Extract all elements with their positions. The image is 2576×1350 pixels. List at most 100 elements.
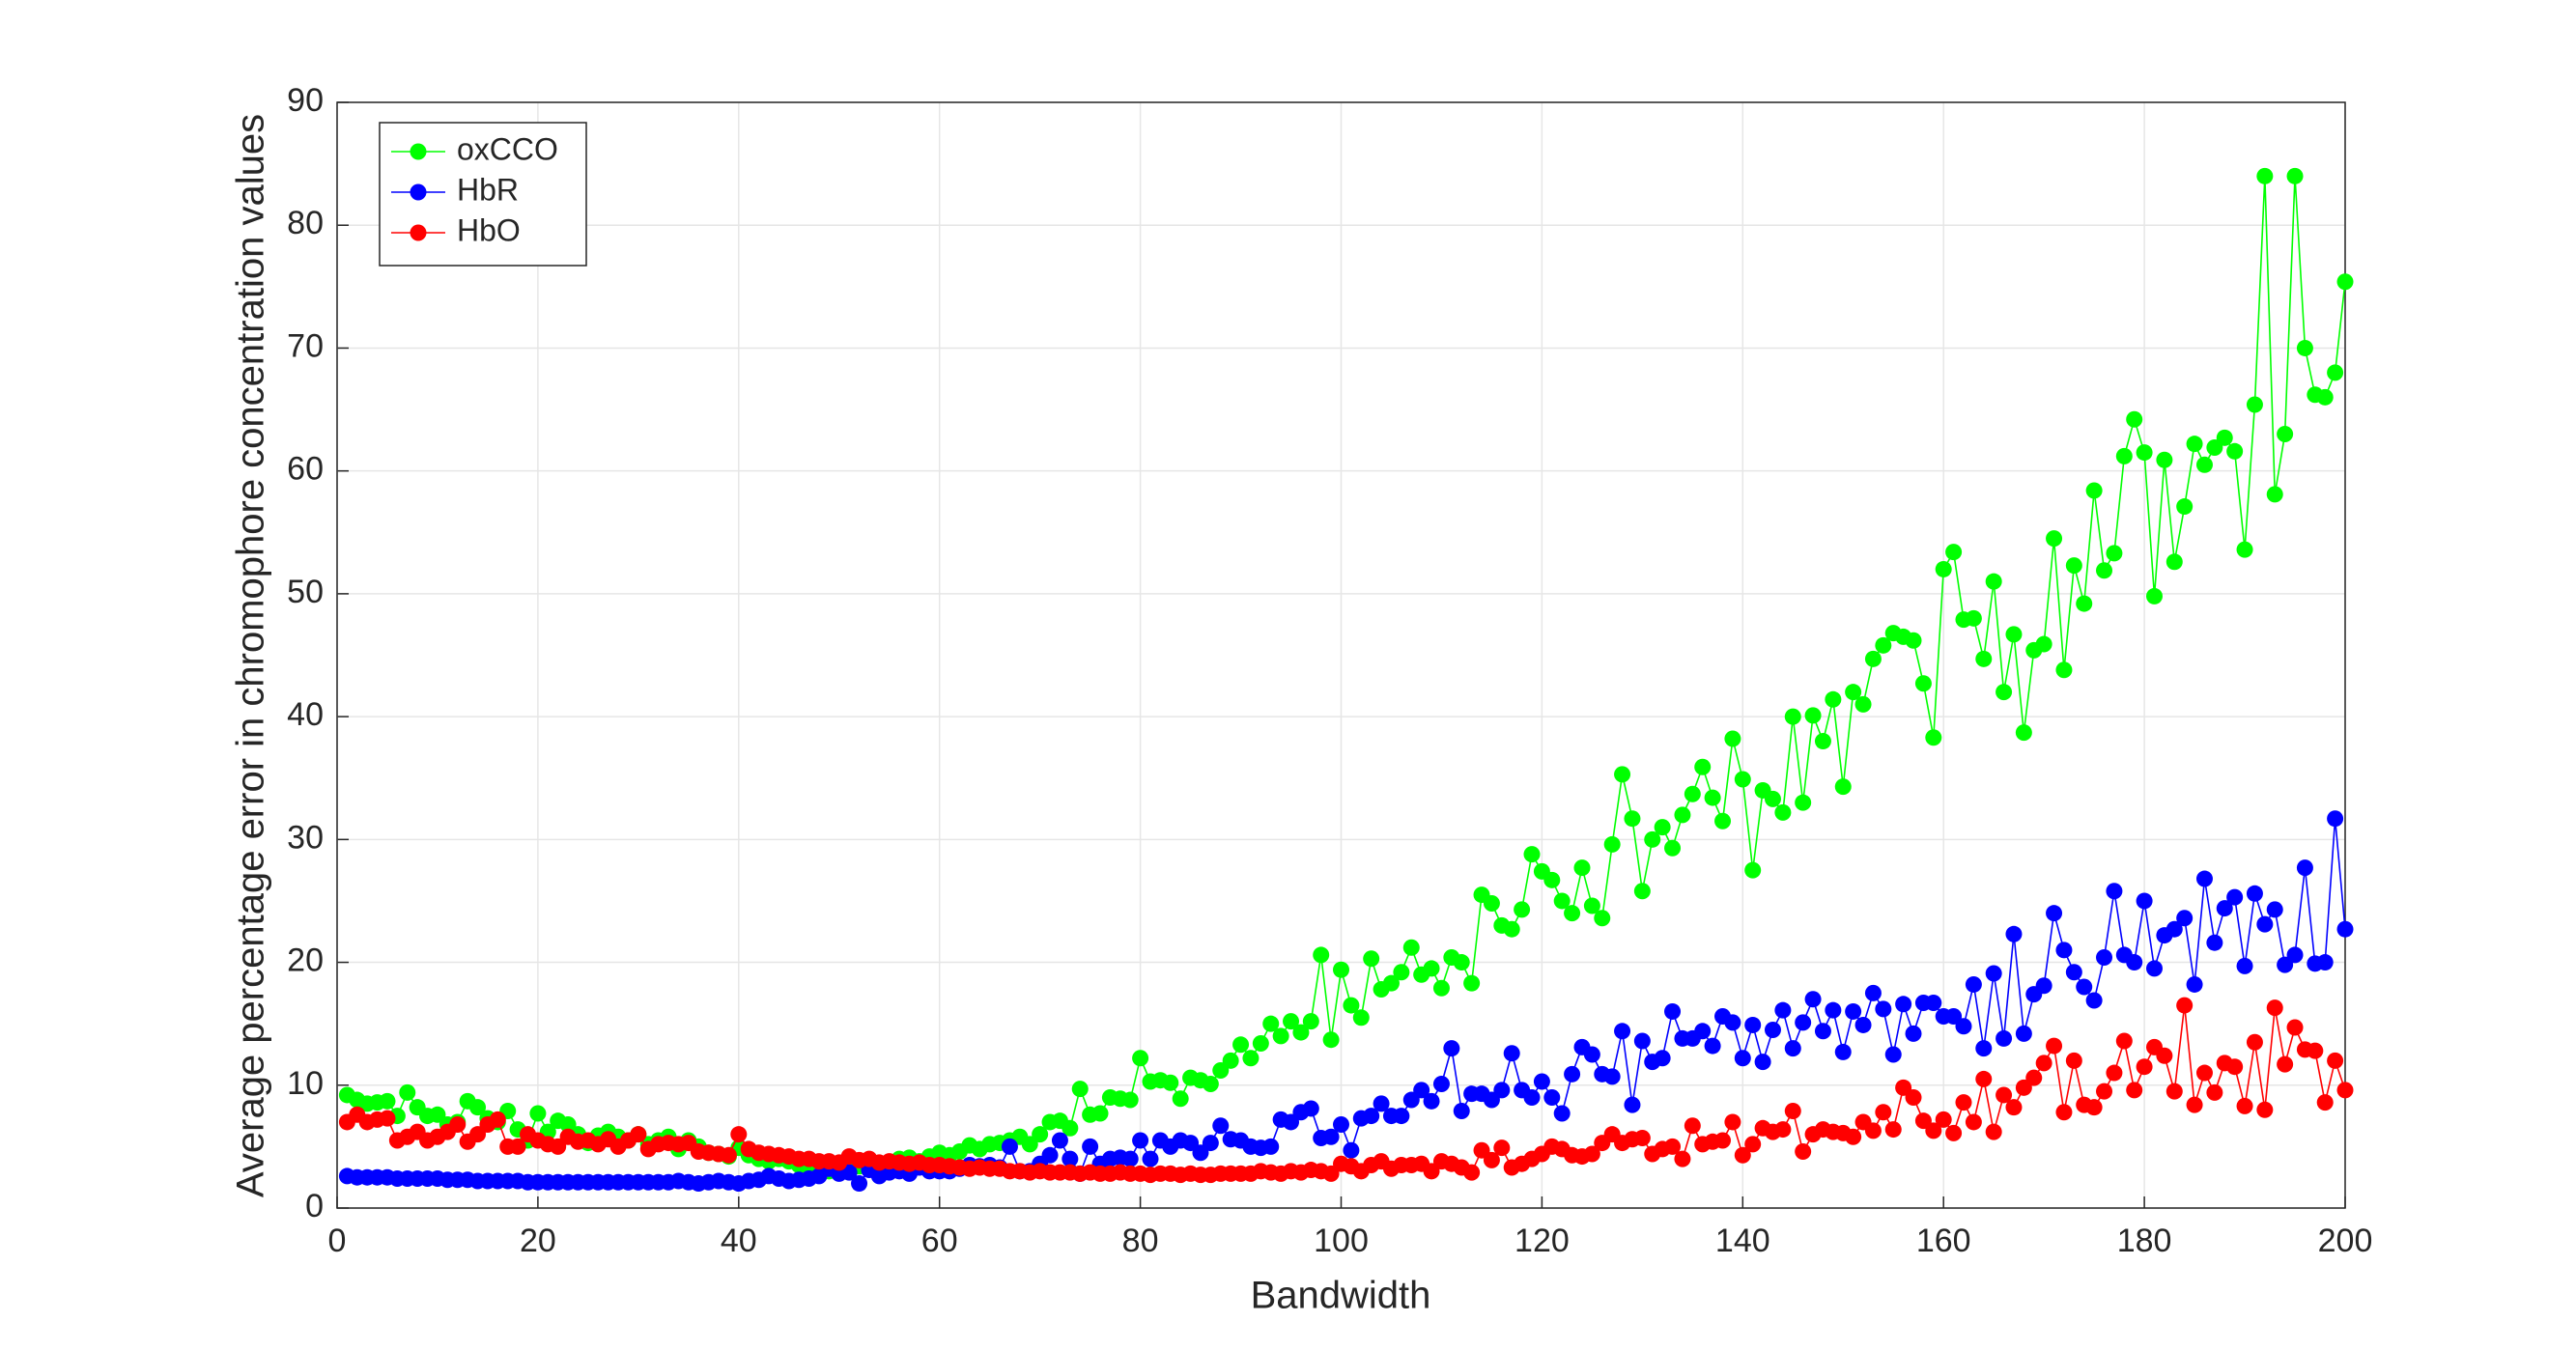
- data-point: [1975, 1070, 1993, 1087]
- data-point: [1925, 729, 1942, 746]
- legend-label: HbO: [457, 212, 521, 247]
- data-point: [1082, 1138, 1099, 1155]
- data-point: [1132, 1132, 1149, 1149]
- data-point: [1784, 1040, 1801, 1057]
- data-point: [2226, 442, 2244, 460]
- data-point: [1564, 1065, 1581, 1083]
- data-point: [2015, 1079, 2032, 1096]
- data-point: [2296, 339, 2313, 356]
- data-point: [2266, 999, 2283, 1017]
- data-point: [1402, 939, 1420, 956]
- data-point: [1945, 1124, 1963, 1141]
- data-point: [1614, 1023, 1631, 1040]
- data-point: [1744, 1136, 1762, 1153]
- data-point: [1925, 1122, 1942, 1139]
- data-point: [1834, 1043, 1852, 1060]
- data-point: [1774, 1121, 1792, 1139]
- data-point: [1784, 708, 1801, 725]
- data-point: [1914, 675, 1932, 692]
- data-point: [1864, 1122, 1882, 1139]
- data-point: [1343, 997, 1360, 1014]
- data-point: [429, 1106, 446, 1123]
- data-point: [2236, 957, 2253, 974]
- data-point: [2076, 978, 2093, 996]
- data-point: [1041, 1146, 1059, 1164]
- data-point: [1192, 1144, 1209, 1162]
- data-point: [1804, 707, 1822, 724]
- data-point: [1734, 1146, 1751, 1164]
- data-point: [1744, 861, 1762, 879]
- data-point: [1423, 960, 1440, 977]
- data-point: [1905, 1025, 1922, 1042]
- data-point: [1232, 1036, 1250, 1054]
- legend-marker: [410, 224, 427, 241]
- data-point: [2145, 587, 2163, 605]
- y-tick-label: 20: [287, 942, 324, 979]
- data-point: [2046, 1037, 2063, 1055]
- data-point: [2145, 960, 2163, 977]
- data-point: [720, 1146, 737, 1164]
- data-point: [1583, 897, 1600, 914]
- y-tick-label: 80: [287, 205, 324, 241]
- data-point: [1343, 1141, 1360, 1159]
- data-point: [1583, 1145, 1600, 1163]
- data-point: [1062, 1150, 1079, 1167]
- data-point: [1614, 766, 1631, 783]
- data-point: [2136, 444, 2153, 462]
- data-point: [1423, 1163, 1440, 1180]
- data-point: [1644, 830, 1661, 848]
- data-point: [1553, 892, 1571, 910]
- data-point: [1795, 1014, 1812, 1031]
- data-point: [1564, 905, 1581, 922]
- data-point: [2166, 553, 2183, 571]
- legend-marker: [410, 143, 427, 160]
- data-point: [2015, 724, 2032, 742]
- data-point: [1814, 733, 1831, 750]
- data-point: [2096, 1083, 2113, 1100]
- plot-frame: [336, 101, 2346, 1209]
- data-point: [2065, 1052, 2082, 1069]
- y-tick-label: 60: [287, 451, 324, 488]
- data-point: [2035, 1055, 2052, 1072]
- data-point: [2195, 1064, 2213, 1082]
- data-point: [1272, 1027, 1289, 1045]
- data-point: [1955, 1094, 1972, 1111]
- data-point: [2035, 977, 2052, 995]
- data-point: [1212, 1062, 1230, 1080]
- data-point: [550, 1138, 567, 1155]
- data-point: [1734, 1050, 1751, 1067]
- data-point: [1664, 839, 1682, 857]
- data-point: [2216, 900, 2233, 917]
- data-point: [2286, 1019, 2304, 1036]
- data-point: [1895, 996, 1912, 1013]
- data-point: [2226, 1058, 2244, 1076]
- data-point: [559, 1115, 577, 1133]
- y-tick-label: 70: [287, 327, 324, 364]
- data-point: [1533, 1073, 1550, 1090]
- data-point: [1704, 789, 1721, 806]
- data-point: [730, 1126, 748, 1143]
- data-point: [1202, 1135, 1219, 1152]
- data-point: [1633, 1129, 1651, 1146]
- data-point: [1996, 1029, 2013, 1047]
- data-point: [1965, 975, 1982, 993]
- data-point: [2065, 557, 2082, 575]
- data-point: [1262, 1015, 1280, 1032]
- data-point: [2055, 1104, 2073, 1121]
- data-point: [1322, 1165, 1340, 1182]
- data-point: [2266, 486, 2283, 503]
- data-point: [1242, 1050, 1260, 1067]
- data-point: [2246, 885, 2263, 902]
- data-point: [469, 1126, 487, 1143]
- data-point: [1543, 871, 1561, 888]
- data-point: [1132, 1050, 1149, 1067]
- data-point: [1483, 1091, 1500, 1109]
- data-point: [1925, 995, 1942, 1012]
- data-point: [1553, 1105, 1571, 1122]
- data-point: [1684, 1117, 1701, 1135]
- data-point: [2266, 901, 2283, 918]
- data-point: [2307, 1042, 2324, 1059]
- data-point: [1854, 1016, 1872, 1033]
- data-point: [1845, 1002, 1862, 1020]
- data-point: [2206, 934, 2223, 951]
